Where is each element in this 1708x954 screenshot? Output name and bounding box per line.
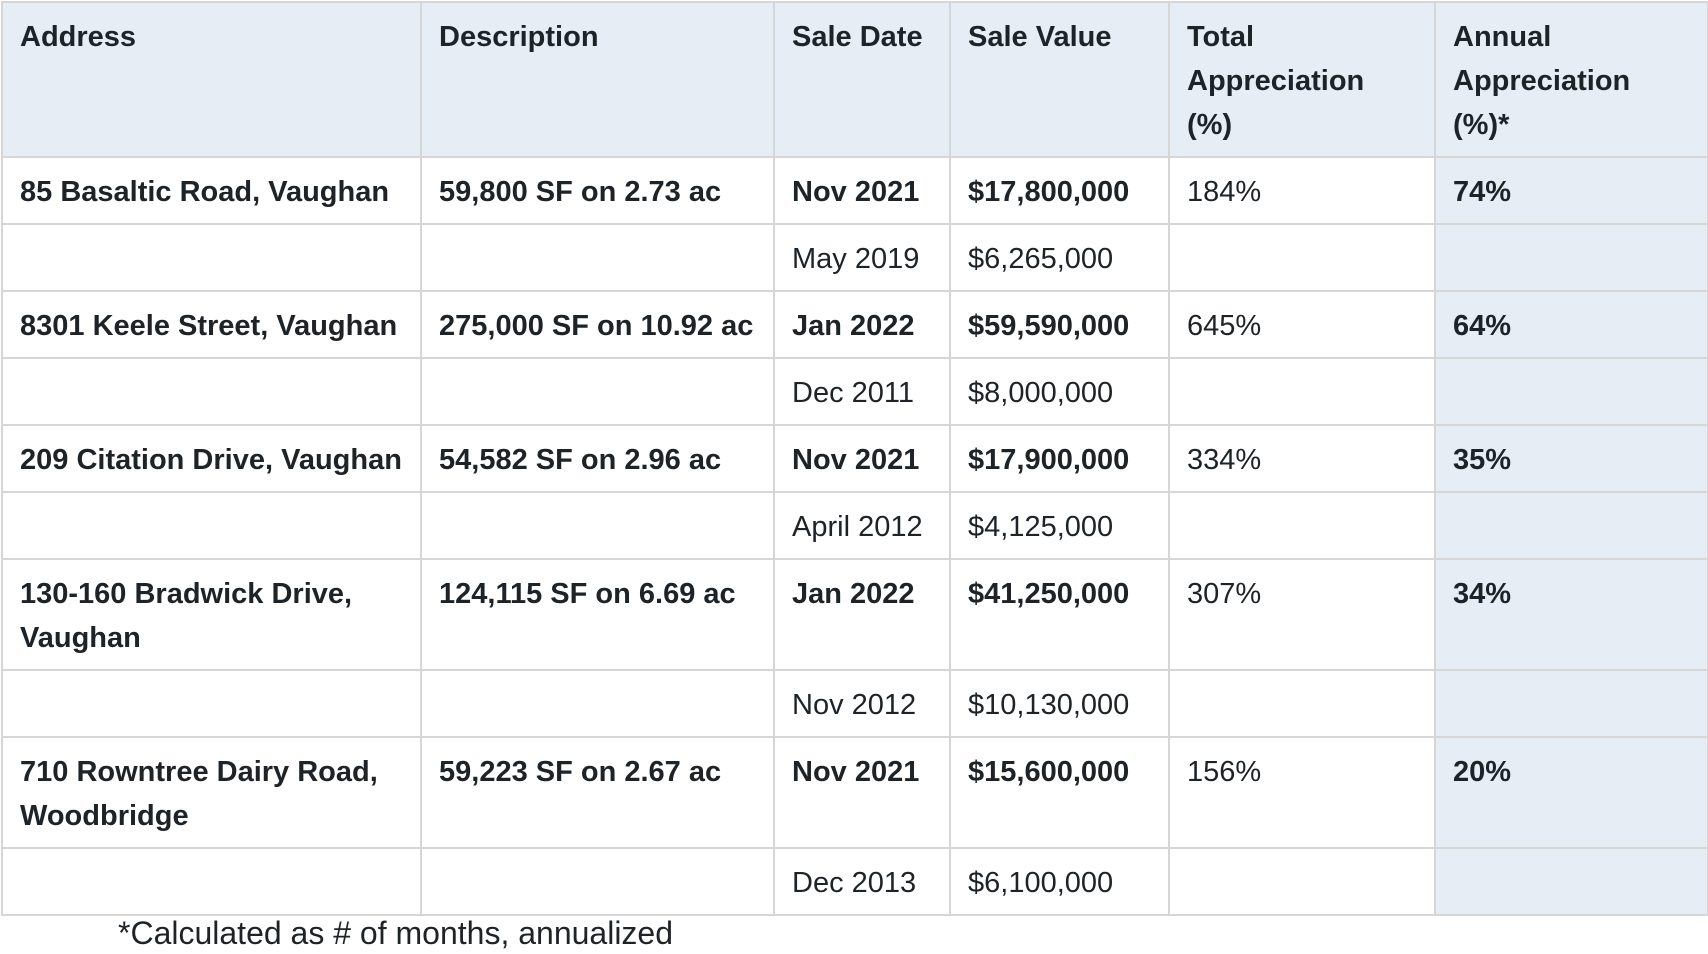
prior-sale-value-cell: $8,000,000 xyxy=(949,357,1170,426)
description-cell: 54,582 SF on 2.96 ac xyxy=(420,424,775,493)
prior-sale-value-cell: $4,125,000 xyxy=(949,491,1170,560)
empty-annual-cell xyxy=(1434,223,1708,292)
empty-cell xyxy=(420,669,775,738)
empty-cell xyxy=(1,491,422,560)
prior-sale-date-cell: April 2012 xyxy=(773,491,951,560)
annual-appreciation-cell: 74% xyxy=(1434,156,1708,225)
prior-sale-date-cell: Dec 2011 xyxy=(773,357,951,426)
annual-appreciation-cell: 20% xyxy=(1434,736,1708,849)
empty-cell xyxy=(1168,223,1436,292)
sale-date-cell: Nov 2021 xyxy=(773,424,951,493)
total-appreciation-cell: 184% xyxy=(1168,156,1436,225)
description-cell: 275,000 SF on 10.92 ac xyxy=(420,290,775,359)
empty-annual-cell xyxy=(1434,669,1708,738)
sales-table: Address Description Sale Date Sale Value… xyxy=(1,1,1708,916)
prior-sale-row: Nov 2012 $10,130,000 xyxy=(1,669,1708,738)
prior-sale-row: April 2012 $4,125,000 xyxy=(1,491,1708,560)
prior-sale-date-cell: May 2019 xyxy=(773,223,951,292)
prior-sale-value-cell: $10,130,000 xyxy=(949,669,1170,738)
table-row: 710 Rowntree Dairy Road, Woodbridge 59,2… xyxy=(1,736,1708,849)
empty-cell xyxy=(1,223,422,292)
address-cell: 130-160 Bradwick Drive, Vaughan xyxy=(1,558,422,671)
empty-cell xyxy=(1168,669,1436,738)
empty-cell xyxy=(1,669,422,738)
header-total-appreciation: Total Appreciation (%) xyxy=(1168,1,1436,158)
prior-sale-row: May 2019 $6,265,000 xyxy=(1,223,1708,292)
header-annual-appreciation: Annual Appreciation (%)* xyxy=(1434,1,1708,158)
description-cell: 59,223 SF on 2.67 ac xyxy=(420,736,775,849)
empty-cell xyxy=(1,847,422,916)
annual-appreciation-cell: 34% xyxy=(1434,558,1708,671)
table-row: 8301 Keele Street, Vaughan 275,000 SF on… xyxy=(1,290,1708,359)
table-row: 130-160 Bradwick Drive, Vaughan 124,115 … xyxy=(1,558,1708,671)
total-appreciation-cell: 645% xyxy=(1168,290,1436,359)
annual-appreciation-cell: 35% xyxy=(1434,424,1708,493)
sales-table-container: Address Description Sale Date Sale Value… xyxy=(1,1,1708,916)
empty-cell xyxy=(1168,357,1436,426)
sale-value-cell: $41,250,000 xyxy=(949,558,1170,671)
empty-cell xyxy=(420,357,775,426)
sale-date-cell: Jan 2022 xyxy=(773,290,951,359)
sale-value-cell: $15,600,000 xyxy=(949,736,1170,849)
description-cell: 59,800 SF on 2.73 ac xyxy=(420,156,775,225)
prior-sale-date-cell: Nov 2012 xyxy=(773,669,951,738)
empty-cell xyxy=(1168,847,1436,916)
footnote: *Calculated as # of months, annualized xyxy=(118,915,674,951)
header-sale-date: Sale Date xyxy=(773,1,951,158)
sale-date-cell: Nov 2021 xyxy=(773,736,951,849)
prior-sale-row: Dec 2013 $6,100,000 xyxy=(1,847,1708,916)
address-cell: 8301 Keele Street, Vaughan xyxy=(1,290,422,359)
empty-annual-cell xyxy=(1434,357,1708,426)
header-description: Description xyxy=(420,1,775,158)
prior-sale-value-cell: $6,100,000 xyxy=(949,847,1170,916)
header-address: Address xyxy=(1,1,422,158)
address-cell: 710 Rowntree Dairy Road, Woodbridge xyxy=(1,736,422,849)
empty-cell xyxy=(420,847,775,916)
table-row: 209 Citation Drive, Vaughan 54,582 SF on… xyxy=(1,424,1708,493)
empty-cell xyxy=(1,357,422,426)
sale-value-cell: $59,590,000 xyxy=(949,290,1170,359)
description-cell: 124,115 SF on 6.69 ac xyxy=(420,558,775,671)
address-cell: 85 Basaltic Road, Vaughan xyxy=(1,156,422,225)
prior-sale-value-cell: $6,265,000 xyxy=(949,223,1170,292)
sale-date-cell: Nov 2021 xyxy=(773,156,951,225)
total-appreciation-cell: 307% xyxy=(1168,558,1436,671)
prior-sale-date-cell: Dec 2013 xyxy=(773,847,951,916)
sale-value-cell: $17,900,000 xyxy=(949,424,1170,493)
address-cell: 209 Citation Drive, Vaughan xyxy=(1,424,422,493)
empty-annual-cell xyxy=(1434,491,1708,560)
total-appreciation-cell: 156% xyxy=(1168,736,1436,849)
sale-date-cell: Jan 2022 xyxy=(773,558,951,671)
empty-annual-cell xyxy=(1434,847,1708,916)
total-appreciation-cell: 334% xyxy=(1168,424,1436,493)
header-sale-value: Sale Value xyxy=(949,1,1170,158)
empty-cell xyxy=(420,491,775,560)
header-row: Address Description Sale Date Sale Value… xyxy=(1,1,1708,158)
empty-cell xyxy=(1168,491,1436,560)
table-row: 85 Basaltic Road, Vaughan 59,800 SF on 2… xyxy=(1,156,1708,225)
prior-sale-row: Dec 2011 $8,000,000 xyxy=(1,357,1708,426)
sale-value-cell: $17,800,000 xyxy=(949,156,1170,225)
empty-cell xyxy=(420,223,775,292)
annual-appreciation-cell: 64% xyxy=(1434,290,1708,359)
